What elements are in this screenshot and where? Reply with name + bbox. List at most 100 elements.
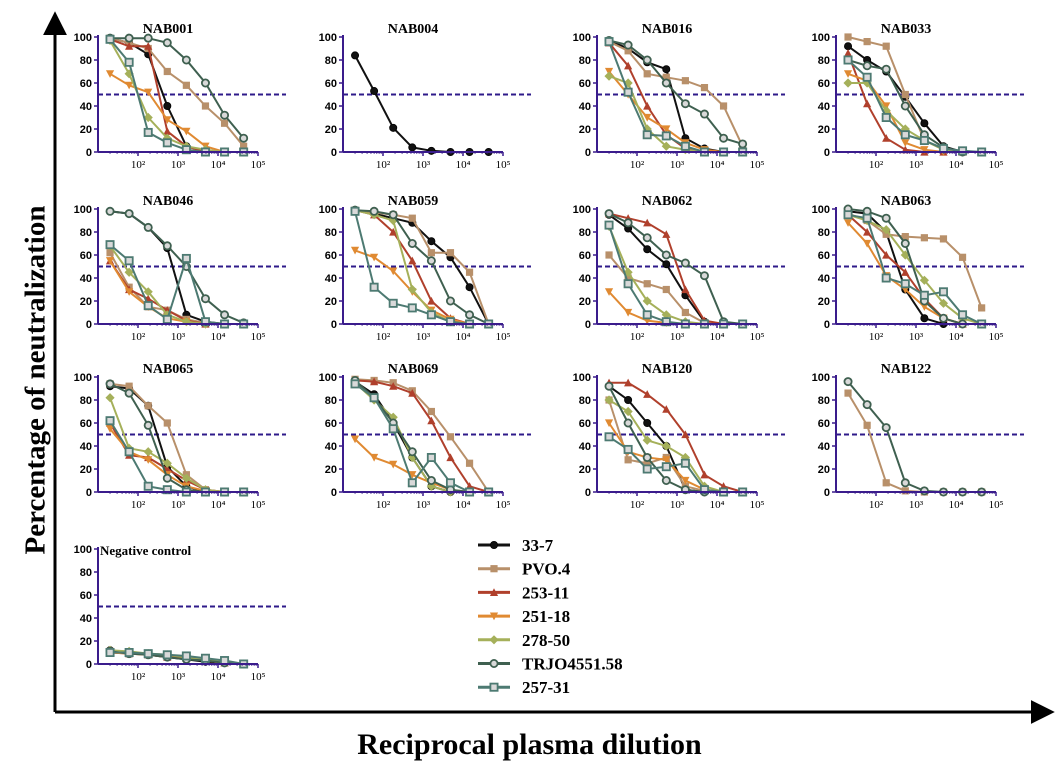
y-tick-label: 0 — [585, 147, 591, 159]
y-tick-label: 40 — [80, 441, 92, 453]
data-point — [604, 395, 614, 405]
panel-nab062: 0 20 40 60 80 100 10² 10³ 10⁴ 10⁵ NAB062 — [573, 194, 785, 343]
data-point — [604, 381, 614, 391]
series-trjo4551-58 — [105, 379, 249, 497]
legend-item: 251-18 — [478, 607, 570, 626]
y-tick-label: 20 — [579, 296, 591, 308]
legend-item: 253-11 — [478, 583, 569, 602]
data-point — [623, 218, 633, 228]
data-point — [642, 452, 652, 462]
data-point — [389, 123, 398, 132]
data-point — [920, 146, 929, 154]
y-tick-label: 100 — [74, 372, 92, 384]
data-point — [200, 294, 210, 304]
data-point — [681, 77, 689, 85]
data-point — [162, 138, 172, 148]
data-point — [623, 279, 633, 289]
series-33-7 — [605, 382, 747, 496]
data-point — [662, 456, 671, 464]
series-line — [109, 210, 244, 325]
legend-label: 33-7 — [522, 536, 554, 555]
data-point — [642, 233, 652, 243]
data-point — [369, 282, 379, 292]
data-point — [643, 245, 652, 254]
data-point — [388, 298, 398, 308]
data-point — [862, 72, 872, 82]
data-point — [642, 296, 652, 306]
data-point — [863, 239, 872, 248]
y-tick-label: 80 — [80, 567, 92, 579]
x-tick-label: 10³ — [416, 159, 431, 171]
data-point — [124, 33, 134, 43]
data-point — [662, 73, 670, 81]
data-point — [407, 447, 417, 457]
data-point — [105, 425, 115, 433]
data-point — [719, 133, 729, 143]
y-tick-label: 40 — [325, 273, 337, 285]
y-tick-label: 20 — [80, 636, 92, 648]
data-point — [719, 102, 728, 110]
y-tick-label: 100 — [319, 204, 337, 216]
legend-label: 251-18 — [522, 607, 570, 626]
data-point — [843, 377, 853, 387]
y-tick-label: 100 — [74, 32, 92, 44]
x-tick-label: 10⁵ — [496, 159, 511, 171]
data-point — [624, 308, 633, 317]
data-point — [200, 317, 210, 327]
y-tick-label: 20 — [80, 464, 92, 476]
data-point — [643, 418, 652, 427]
data-point — [863, 99, 872, 108]
data-point — [125, 288, 134, 296]
y-tick-label: 60 — [325, 250, 337, 262]
panel-title: NAB016 — [642, 22, 693, 37]
x-tick-label: 10⁵ — [251, 331, 266, 343]
data-point — [465, 459, 474, 467]
data-point — [643, 70, 651, 78]
data-point — [163, 116, 172, 124]
y-tick-label: 80 — [579, 227, 591, 239]
data-point — [939, 235, 948, 243]
legend-marker — [489, 659, 499, 669]
panel-title: NAB062 — [642, 194, 693, 209]
data-point — [938, 313, 948, 323]
data-point — [446, 433, 455, 441]
series-33-7 — [351, 51, 493, 156]
series-line — [109, 385, 244, 493]
panel-title: NAB001 — [143, 22, 194, 37]
panel-negative-control: 0 20 40 60 80 100 10² 10³ 10⁴ 10⁵ Negative control — [74, 543, 286, 683]
data-point — [407, 238, 417, 248]
panel-nab046: 0 20 40 60 80 100 10² 10³ 10⁴ 10⁵ NAB046 — [74, 194, 286, 343]
data-point — [445, 296, 455, 306]
data-point — [661, 441, 671, 451]
data-point — [680, 458, 690, 468]
y-tick-label: 40 — [325, 441, 337, 453]
data-point — [105, 648, 115, 658]
data-point — [604, 209, 614, 219]
data-point — [426, 256, 436, 266]
data-point — [124, 447, 134, 457]
data-point — [427, 237, 436, 246]
data-point — [900, 130, 910, 140]
data-point — [900, 279, 910, 289]
y-tick-label: 40 — [579, 273, 591, 285]
x-tick-label: 10³ — [416, 499, 431, 511]
data-point — [699, 109, 709, 119]
data-point — [144, 42, 153, 50]
x-tick-label: 10³ — [670, 331, 685, 343]
data-point — [920, 303, 929, 311]
legend-label: 257-31 — [522, 678, 570, 697]
x-tick-label: 10⁵ — [989, 159, 1004, 171]
data-point — [978, 304, 986, 312]
data-point — [350, 246, 360, 255]
series-line — [354, 211, 489, 325]
x-tick-label: 10⁵ — [251, 499, 266, 511]
x-tick-label: 10³ — [909, 159, 924, 171]
y-tick-label: 80 — [80, 227, 92, 239]
data-point — [105, 34, 115, 44]
series-33-7 — [106, 382, 248, 496]
data-point — [882, 230, 890, 238]
x-tick-label: 10² — [131, 499, 146, 511]
data-point — [938, 287, 948, 297]
panel-title: NAB122 — [881, 362, 932, 377]
